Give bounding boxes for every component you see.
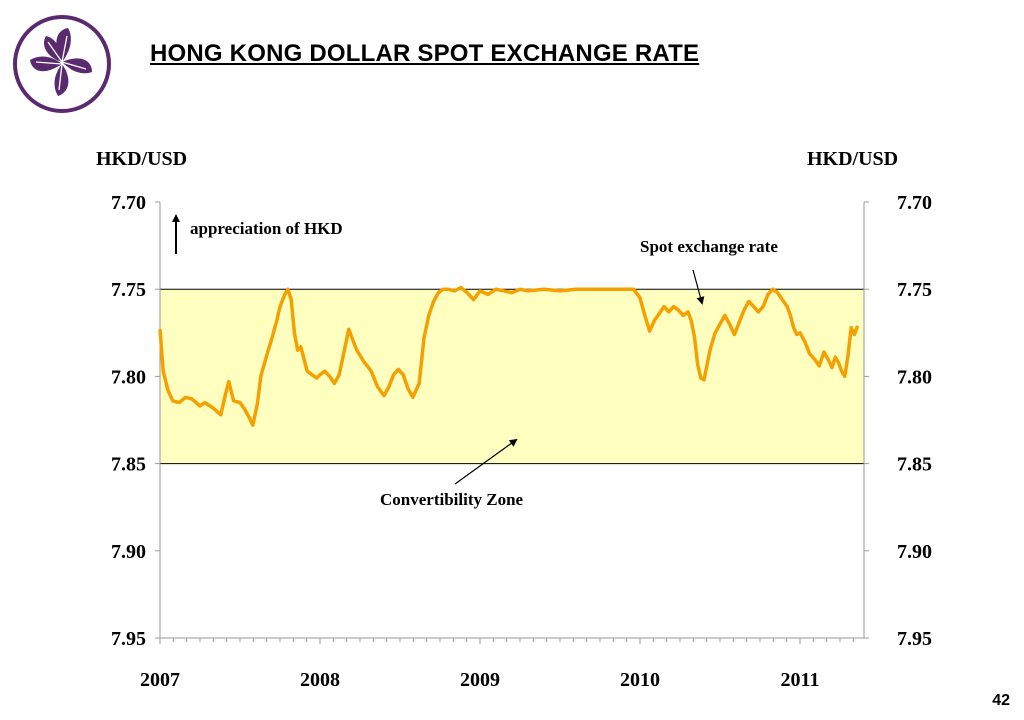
left-y-tick-label: 7.95 — [111, 628, 146, 650]
right-y-tick-label: 7.75 — [897, 279, 932, 301]
page-number: 42 — [992, 692, 1010, 709]
bauhinia-logo-icon — [13, 15, 111, 113]
x-tick-label: 2010 — [620, 669, 660, 691]
left-y-tick-label: 7.70 — [111, 192, 146, 214]
right-y-tick-label: 7.80 — [897, 366, 932, 388]
x-tick-label: 2009 — [460, 669, 500, 691]
appreciation-annotation: appreciation of HKD — [190, 219, 343, 238]
spot-rate-pointer-arrow — [692, 269, 705, 305]
right-y-tick-label: 7.90 — [897, 541, 932, 563]
x-tick-label: 2011 — [781, 669, 820, 691]
spot-rate-annotation: Spot exchange rate — [640, 237, 778, 256]
x-tick-label: 2007 — [140, 669, 180, 691]
spot-exchange-rate-line — [158, 285, 860, 427]
left-y-tick-label: 7.75 — [111, 279, 146, 301]
zone-pointer-arrow — [454, 438, 518, 485]
right-axis-unit-label: HKD/USD — [807, 148, 898, 170]
convertibility-zone-annotation: Convertibility Zone — [380, 490, 524, 509]
right-y-tick-label: 7.95 — [897, 628, 932, 650]
left-axis-unit-label: HKD/USD — [96, 148, 187, 170]
x-tick-label: 2008 — [300, 669, 340, 691]
right-y-tick-label: 7.85 — [897, 454, 932, 476]
slide-title: HONG KONG DOLLAR SPOT EXCHANGE RATE — [150, 40, 700, 67]
right-y-tick-label: 7.70 — [897, 192, 932, 214]
convertibility-zone-band — [160, 289, 864, 464]
left-y-tick-label: 7.80 — [111, 366, 146, 388]
left-y-tick-label: 7.85 — [111, 454, 146, 476]
left-y-tick-label: 7.90 — [111, 541, 146, 563]
